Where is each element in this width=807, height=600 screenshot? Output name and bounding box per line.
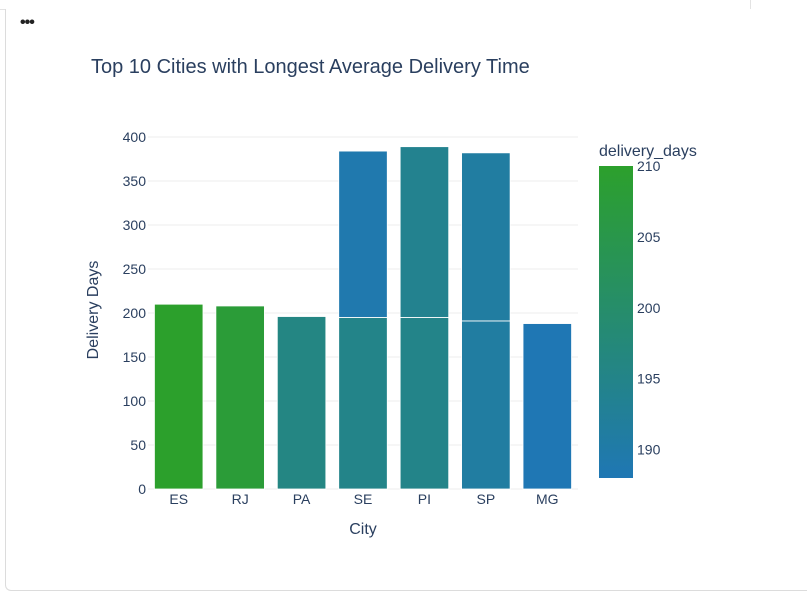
bars [154,146,572,490]
colorbar-tick-label: 200 [637,300,661,316]
x-axis-ticks: ES RJ PA SE PI SP MG [169,491,558,507]
colorbar-tick-label: 205 [637,229,661,245]
y-tick-label: 50 [130,437,146,453]
bar-segment [338,316,388,490]
x-tick-label: PI [418,491,431,507]
colorbar-tick-label: 195 [637,371,661,387]
bar-segment [154,303,204,490]
y-tick-label: 150 [123,349,147,365]
y-tick-label: 0 [138,481,146,497]
bar-segment [215,305,265,490]
x-tick-label: MG [536,491,559,507]
x-tick-label: PA [293,491,311,507]
x-tick-label: RJ [232,491,249,507]
colorbar [599,166,633,478]
y-tick-label: 350 [123,173,147,189]
colorbar-title: delivery_days [599,143,697,160]
chart-title: Top 10 Cities with Longest Average Deliv… [91,56,530,78]
colorbar-tick-label: 210 [637,158,661,174]
y-axis-label: Delivery Days [85,261,102,360]
bar-segment [276,316,327,490]
colorbar-ticks: 190 195 200 205 210 [637,158,661,458]
y-tick-label: 400 [123,129,147,145]
y-axis-ticks: 0 50 100 150 200 250 300 350 400 [123,129,147,497]
more-options-icon[interactable]: ••• [20,14,35,31]
y-tick-label: 300 [123,217,147,233]
y-tick-label: 200 [123,305,147,321]
bar-segment [399,146,450,318]
x-tick-label: SP [477,491,496,507]
bar-segment [399,316,450,490]
y-tick-label: 250 [123,261,147,277]
x-tick-label: SE [354,491,373,507]
y-tick-label: 100 [123,393,147,409]
bar-segment [461,152,511,322]
bar-segment [461,320,511,490]
x-axis-label: City [349,521,377,538]
toolbar-divider [750,0,751,9]
bar-segment [522,323,572,490]
colorbar-tick-label: 190 [637,442,661,458]
bar-segment [338,150,388,318]
x-tick-label: ES [169,491,188,507]
